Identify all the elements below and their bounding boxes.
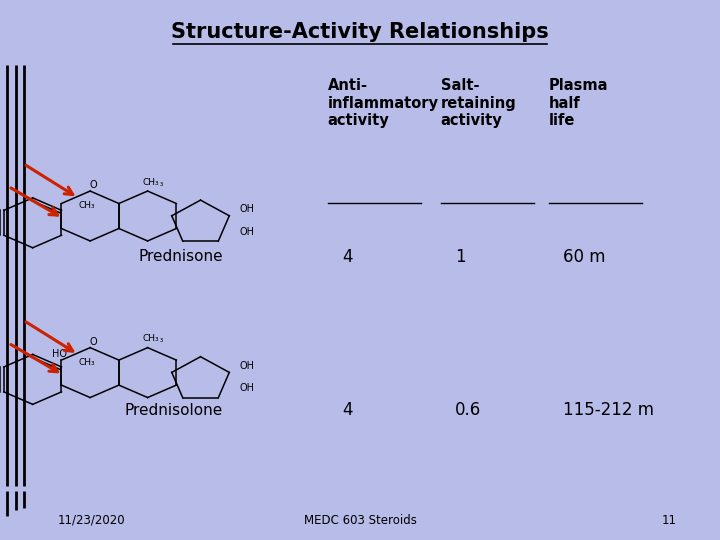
Text: 11/23/2020: 11/23/2020 xyxy=(58,514,125,526)
Text: CH₃: CH₃ xyxy=(78,358,96,367)
Text: Prednisone: Prednisone xyxy=(138,249,223,264)
Text: Plasma
half
life: Plasma half life xyxy=(549,78,608,128)
Text: 4: 4 xyxy=(342,401,353,420)
Text: 1: 1 xyxy=(455,247,466,266)
Text: 0.6: 0.6 xyxy=(455,401,481,420)
Text: Structure-Activity Relationships: Structure-Activity Relationships xyxy=(171,22,549,43)
Text: CH₃: CH₃ xyxy=(78,201,96,211)
Text: Salt-
retaining
activity: Salt- retaining activity xyxy=(441,78,516,128)
Text: CH₃: CH₃ xyxy=(143,178,159,186)
Text: MEDC 603 Steroids: MEDC 603 Steroids xyxy=(304,514,416,526)
Text: OH: OH xyxy=(240,383,255,394)
Text: 11: 11 xyxy=(662,514,677,526)
Text: OH: OH xyxy=(240,361,255,371)
Text: 115-212 m: 115-212 m xyxy=(563,401,654,420)
Text: ₃: ₃ xyxy=(160,179,163,188)
Text: ₃: ₃ xyxy=(160,335,163,345)
Text: O: O xyxy=(89,337,97,347)
Text: 60 m: 60 m xyxy=(563,247,606,266)
Text: CH₃: CH₃ xyxy=(143,334,159,343)
Text: HO: HO xyxy=(53,349,68,360)
Text: Anti-
inflammatory
activity: Anti- inflammatory activity xyxy=(328,78,438,128)
Text: O: O xyxy=(89,180,97,191)
Text: Prednisolone: Prednisolone xyxy=(125,403,223,418)
Text: 4: 4 xyxy=(342,247,353,266)
Text: OH: OH xyxy=(240,227,255,237)
Text: OH: OH xyxy=(240,204,255,214)
